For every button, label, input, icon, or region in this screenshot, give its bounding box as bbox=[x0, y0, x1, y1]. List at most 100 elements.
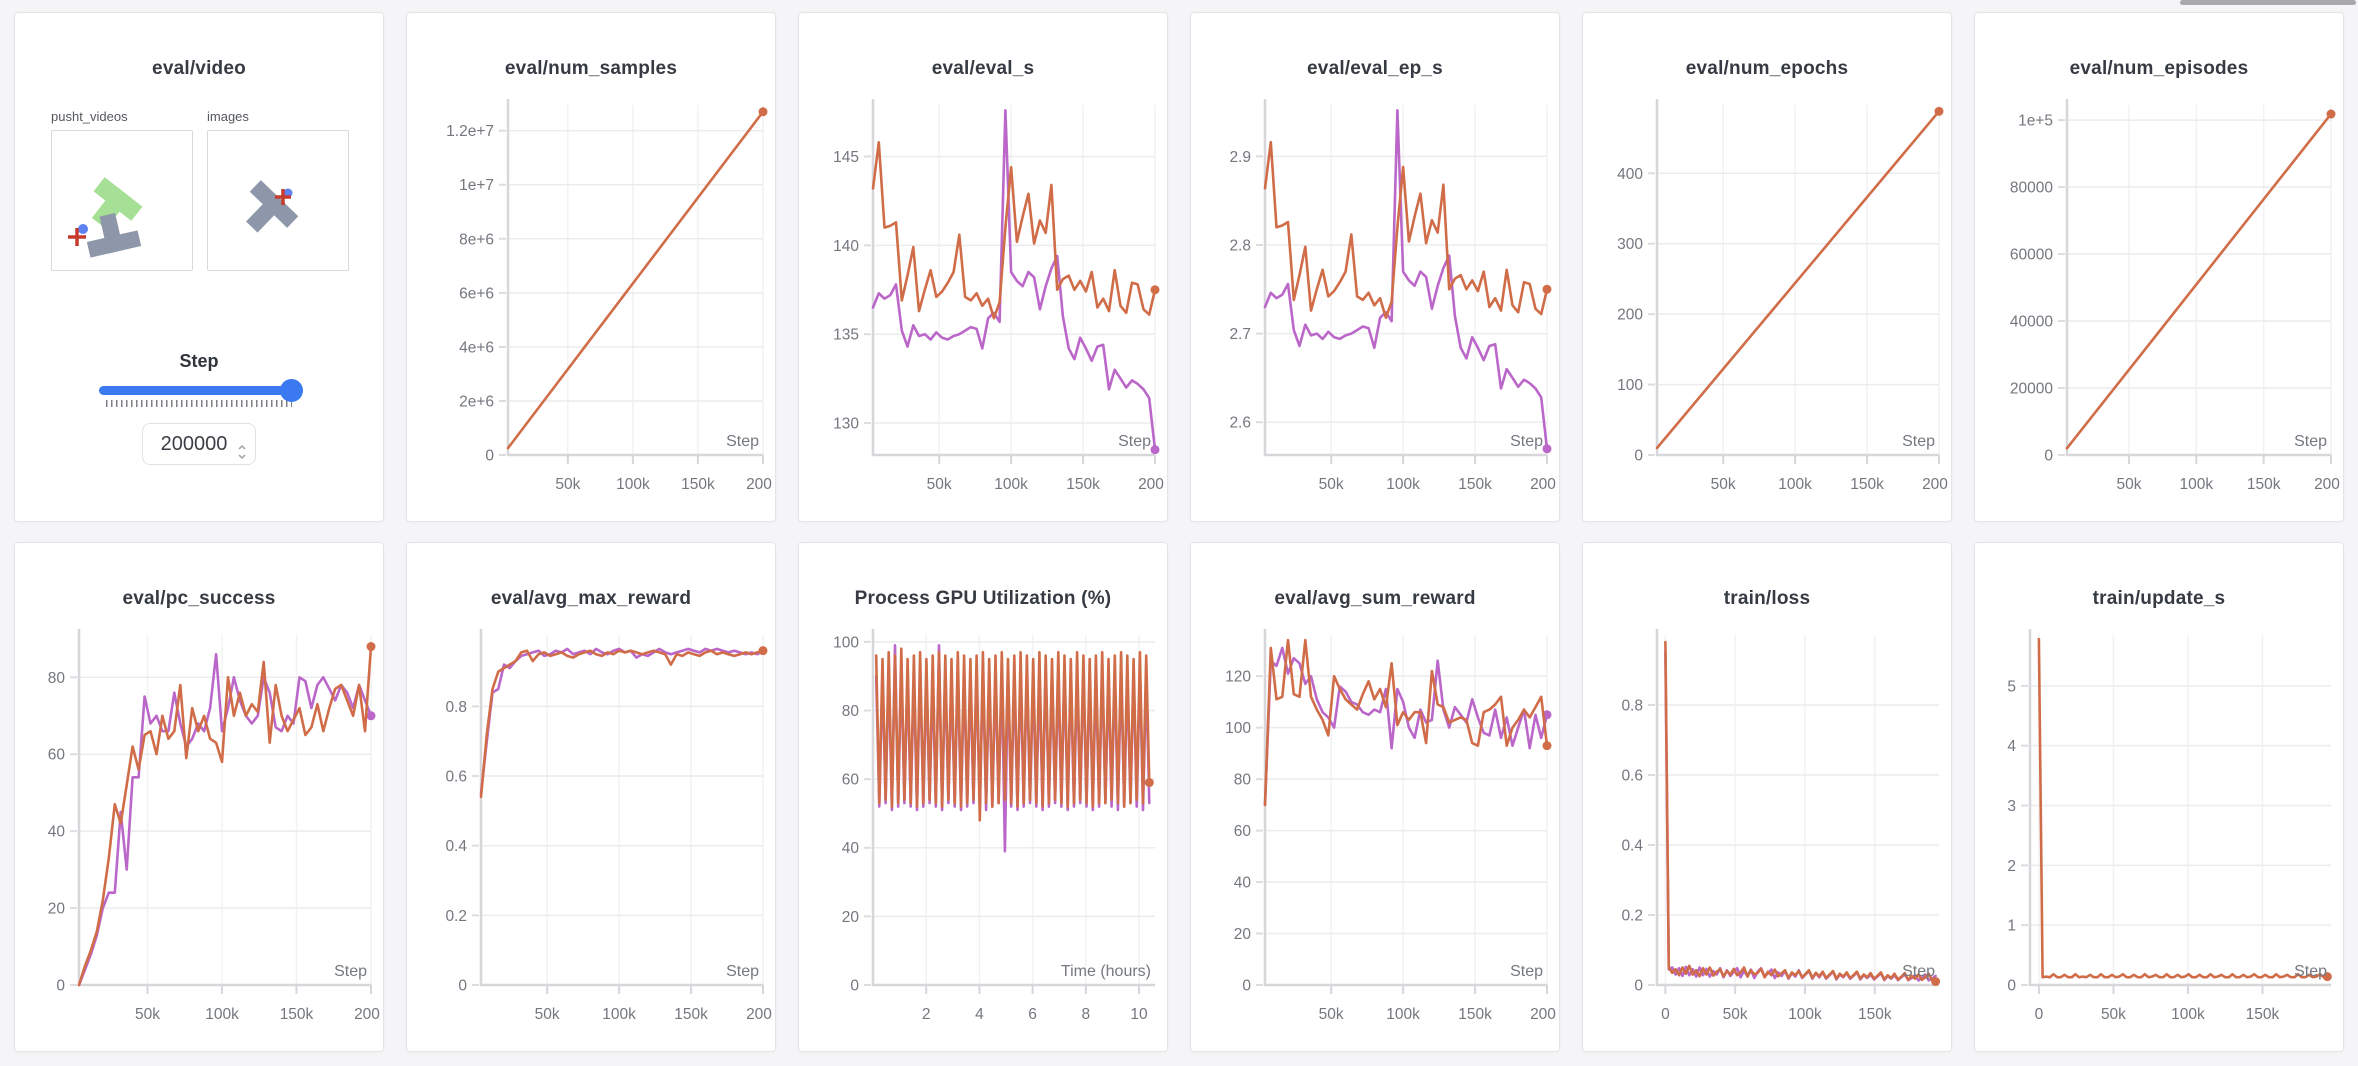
svg-text:40: 40 bbox=[48, 824, 66, 841]
media-images: images bbox=[207, 109, 349, 271]
chart-eval-avg-max-reward[interactable]: 0 0.2 0.4 0.6 0.8 50k 100k 150k 200 Step bbox=[407, 619, 775, 1049]
media-row: pusht_videos bbox=[51, 109, 383, 271]
svg-text:60: 60 bbox=[48, 747, 66, 764]
svg-text:Step: Step bbox=[2294, 963, 2327, 980]
svg-text:0.6: 0.6 bbox=[1621, 768, 1643, 785]
chart-eval-num-episodes[interactable]: 0 20000 40000 60000 80000 1e+5 50k 100k 150k 200 S… bbox=[1975, 89, 2343, 519]
svg-text:1e+7: 1e+7 bbox=[459, 177, 494, 194]
svg-text:80: 80 bbox=[1234, 772, 1252, 789]
svg-text:80: 80 bbox=[842, 703, 860, 720]
svg-text:1e+5: 1e+5 bbox=[2018, 113, 2053, 130]
svg-text:60: 60 bbox=[842, 772, 860, 789]
svg-text:0.2: 0.2 bbox=[445, 908, 467, 925]
svg-text:0: 0 bbox=[2007, 978, 2016, 995]
chart-eval-num-epochs[interactable]: 0 100 200 300 400 50k 100k 150k 200 Step bbox=[1583, 89, 1951, 519]
svg-text:2.9: 2.9 bbox=[1229, 149, 1251, 166]
chart-eval-num-samples[interactable]: 0 2e+6 4e+6 6e+6 8e+6 1e+7 1.2e+7 50k 100k 150k 20… bbox=[407, 89, 775, 519]
chart-process-gpu-utilization[interactable]: 0 20 40 60 80 100 2 4 6 8 10 Time (hours) bbox=[799, 619, 1167, 1049]
svg-text:4: 4 bbox=[975, 1006, 984, 1023]
panel-title: eval/pc_success bbox=[122, 588, 276, 609]
panel-title: eval/eval_s bbox=[931, 58, 1035, 79]
agent-circle-icon bbox=[78, 224, 88, 234]
svg-text:40000: 40000 bbox=[2010, 314, 2053, 331]
tee-block-gray-icon bbox=[246, 180, 299, 233]
scrollbar-thumb[interactable] bbox=[2180, 0, 2356, 5]
svg-text:2.7: 2.7 bbox=[1229, 326, 1251, 343]
svg-text:50k: 50k bbox=[1711, 476, 1736, 493]
svg-text:0: 0 bbox=[1242, 978, 1251, 995]
panel-eval-avg-sum-reward: eval/avg_sum_reward 0 20 40 60 80 100 120 50k 10… bbox=[1190, 542, 1560, 1052]
svg-text:200: 200 bbox=[2314, 476, 2340, 493]
svg-text:6e+6: 6e+6 bbox=[459, 285, 494, 302]
panel-title: eval/num_epochs bbox=[1685, 58, 1849, 79]
svg-text:Step: Step bbox=[1510, 963, 1543, 980]
svg-text:Step: Step bbox=[726, 963, 759, 980]
panel-process-gpu-utilization: Process GPU Utilization (%) 0 20 40 60 80 100… bbox=[798, 542, 1168, 1052]
chart-eval-avg-sum-reward[interactable]: 0 20 40 60 80 100 120 50k 100k 150k 200 Step bbox=[1191, 619, 1559, 1049]
svg-text:0.2: 0.2 bbox=[1621, 908, 1643, 925]
svg-text:0: 0 bbox=[2035, 1006, 2044, 1023]
panel-eval-num-samples: eval/num_samples 0 2e+6 4e+6 6e+6 8e+6 1e+7 1.… bbox=[406, 12, 776, 522]
step-slider[interactable] bbox=[99, 379, 303, 407]
slider-track[interactable] bbox=[99, 379, 303, 402]
svg-text:200: 200 bbox=[1617, 307, 1643, 324]
chart-train-update-s[interactable]: 0 1 2 3 4 5 0 50k 100k 150k Step bbox=[1975, 619, 2343, 1049]
svg-text:Step: Step bbox=[1510, 433, 1543, 450]
svg-text:100k: 100k bbox=[616, 476, 650, 493]
svg-text:60000: 60000 bbox=[2010, 247, 2053, 264]
svg-text:Step: Step bbox=[1902, 963, 1935, 980]
svg-text:2e+6: 2e+6 bbox=[459, 393, 494, 410]
svg-text:150k: 150k bbox=[2247, 476, 2281, 493]
svg-text:50k: 50k bbox=[1319, 1006, 1344, 1023]
svg-text:Step: Step bbox=[1902, 433, 1935, 450]
chart-train-loss[interactable]: 0 0.2 0.4 0.6 0.8 0 50k 100k 150k Step bbox=[1583, 619, 1951, 1049]
media-label: images bbox=[207, 109, 249, 124]
svg-text:100: 100 bbox=[1225, 720, 1251, 737]
step-value[interactable]: 200000 bbox=[160, 433, 228, 455]
svg-text:Step: Step bbox=[2294, 433, 2327, 450]
svg-text:200: 200 bbox=[1922, 476, 1948, 493]
chart-eval-pc-success[interactable]: 0 20 40 60 80 50k 100k 150k 200 Step bbox=[15, 619, 383, 1049]
panel-title: eval/eval_ep_s bbox=[1307, 58, 1443, 79]
svg-text:50k: 50k bbox=[927, 476, 952, 493]
svg-text:40: 40 bbox=[1234, 875, 1252, 892]
slider-tick-marks bbox=[106, 400, 292, 407]
chart-eval-eval-ep-s[interactable]: 2.6 2.7 2.8 2.9 50k 100k 150k 200 Step bbox=[1191, 89, 1559, 519]
svg-text:100k: 100k bbox=[2171, 1006, 2205, 1023]
panel-title: train/update_s bbox=[2092, 588, 2226, 609]
panel-eval-num-episodes: eval/num_episodes 0 20000 40000 60000 80000 1… bbox=[1974, 12, 2344, 522]
images-thumbnail[interactable] bbox=[207, 130, 349, 271]
svg-text:0.8: 0.8 bbox=[1621, 698, 1643, 715]
svg-text:4: 4 bbox=[2007, 738, 2016, 755]
step-input[interactable]: 200000 bbox=[142, 423, 256, 465]
panel-title: eval/avg_sum_reward bbox=[1274, 588, 1476, 609]
svg-text:200: 200 bbox=[746, 476, 772, 493]
svg-text:50k: 50k bbox=[2101, 1006, 2126, 1023]
svg-text:100: 100 bbox=[1617, 377, 1643, 394]
svg-text:0.4: 0.4 bbox=[1621, 838, 1643, 855]
svg-text:150k: 150k bbox=[1458, 1006, 1492, 1023]
svg-text:200: 200 bbox=[354, 1006, 380, 1023]
slider-thumb[interactable] bbox=[280, 379, 303, 402]
svg-text:80: 80 bbox=[48, 670, 66, 687]
target-cross-icon bbox=[68, 228, 86, 246]
svg-text:1.2e+7: 1.2e+7 bbox=[446, 123, 494, 140]
panel-eval-num-epochs: eval/num_epochs 0 100 200 300 400 50k 100k 150k… bbox=[1582, 12, 1952, 522]
svg-text:5: 5 bbox=[2007, 678, 2016, 695]
step-control: Step 200000 bbox=[15, 351, 383, 465]
panel-title: train/loss bbox=[1723, 588, 1811, 609]
svg-text:150k: 150k bbox=[1066, 476, 1100, 493]
svg-text:3: 3 bbox=[2007, 798, 2016, 815]
svg-text:150k: 150k bbox=[2246, 1006, 2280, 1023]
pusht-video-thumbnail[interactable] bbox=[51, 130, 193, 271]
svg-text:200: 200 bbox=[746, 1006, 772, 1023]
svg-text:50k: 50k bbox=[555, 476, 580, 493]
chart-eval-eval-s[interactable]: 130 135 140 145 50k 100k 150k 200 Step bbox=[799, 89, 1167, 519]
panel-title: eval/num_samples bbox=[504, 58, 678, 79]
svg-text:20: 20 bbox=[842, 909, 860, 926]
stepper-arrows-icon[interactable] bbox=[237, 435, 247, 475]
panel-eval-video: eval/video pusht_videos bbox=[14, 12, 384, 522]
svg-text:Step: Step bbox=[726, 433, 759, 450]
panel-train-update-s: train/update_s 0 1 2 3 4 5 0 50k 100k 150k Step bbox=[1974, 542, 2344, 1052]
